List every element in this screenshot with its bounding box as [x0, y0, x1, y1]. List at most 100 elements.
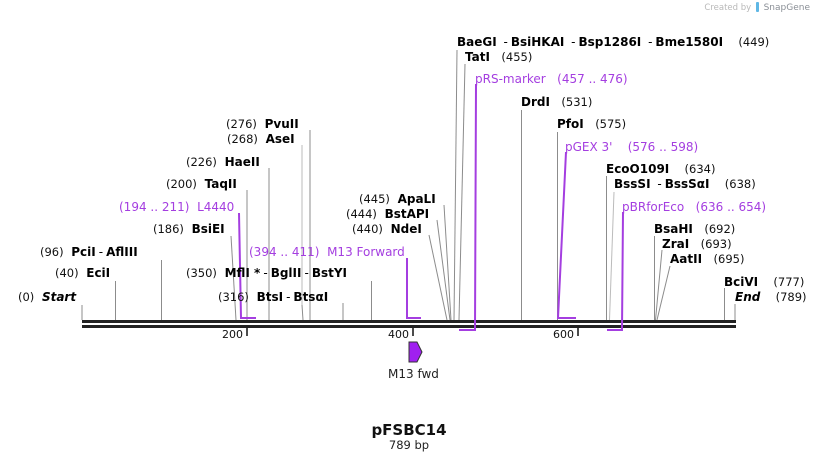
site-name: BstYI: [311, 266, 347, 280]
site-ndei[interactable]: (440) NdeI: [352, 222, 422, 236]
site-name: NdeI: [390, 222, 422, 236]
site-position: (455): [501, 50, 533, 64]
site-name: AseI: [265, 132, 295, 146]
site-tati[interactable]: TatI (455): [465, 50, 532, 64]
site-name: BtsαI: [293, 290, 329, 304]
site-position: (449): [738, 35, 770, 49]
snapgene-credit: Created by SnapGene: [704, 2, 810, 13]
feature-range: (457 .. 476): [557, 72, 628, 86]
primer-label-m13-fwd[interactable]: M13 fwd: [388, 367, 439, 381]
site-end[interactable]: End (789): [735, 290, 807, 304]
site-name: Bsp1286I: [578, 35, 642, 49]
site-name: ZraI: [662, 237, 690, 251]
site-name: PciI: [71, 245, 96, 259]
site-name: End: [735, 290, 761, 304]
site-name: ApaLI: [397, 192, 436, 206]
site-taqii[interactable]: (200) TaqII: [166, 177, 237, 191]
site-bsahi[interactable]: BsaHI (692): [654, 222, 735, 236]
feature-range: (194 .. 211): [119, 200, 190, 214]
site-position: (777): [773, 275, 805, 289]
site-position: (316): [218, 290, 249, 304]
site-ecoo109i[interactable]: EcoO109I (634): [606, 162, 715, 176]
site-name: BsiEI: [191, 222, 225, 236]
site-position: (695): [713, 252, 745, 266]
site-position: (445): [359, 192, 390, 206]
site-position: (692): [704, 222, 736, 236]
site-name: Start: [41, 290, 77, 304]
site-pcii-afliii[interactable]: (96) PciI - AflIII: [40, 245, 138, 259]
site-bsiei[interactable]: (186) BsiEI: [153, 222, 225, 236]
site-name: BssSαI: [664, 177, 710, 191]
feature-name: M13 Forward: [327, 245, 405, 259]
feature-pbrforeco[interactable]: pBRforEco (636 .. 654): [622, 200, 766, 214]
site-name: BsaHI: [654, 222, 693, 236]
feature-name: pRS-marker: [475, 72, 546, 86]
feature-range: (636 .. 654): [695, 200, 767, 214]
site-asei[interactable]: (268) AseI: [227, 132, 295, 146]
site-position: (440): [352, 222, 383, 236]
tick-label-600: 600: [553, 328, 574, 341]
site-position: (226): [186, 155, 217, 169]
site-name: TatI: [465, 50, 490, 64]
site-name: DrdI: [521, 95, 550, 109]
site-name: AflIII: [106, 245, 138, 259]
site-position: (350): [186, 266, 217, 280]
feature-prs-marker[interactable]: pRS-marker (457 .. 476): [475, 72, 628, 86]
site-name: PfoI: [557, 117, 584, 131]
sequence-length: 789 bp: [388, 438, 430, 452]
site-name: BciVI: [724, 275, 759, 289]
site-bsssi-bsssai[interactable]: BssSI - BssSαI (638): [614, 177, 756, 191]
site-position: (0): [18, 290, 35, 304]
site-position: (789): [775, 290, 807, 304]
site-zrai[interactable]: ZraI (693): [662, 237, 732, 251]
backbone-bottom-strand: [82, 325, 736, 328]
site-name: TaqII: [204, 177, 237, 191]
feature-m13-forward[interactable]: (394 .. 411) M13 Forward: [249, 245, 405, 259]
feature-name: pBRforEco: [622, 200, 685, 214]
site-pvuii[interactable]: (276) PvuII: [226, 117, 299, 131]
site-position: (531): [561, 95, 593, 109]
site-bstapi[interactable]: (444) BstAPI: [346, 207, 429, 221]
site-position: (634): [684, 162, 716, 176]
site-btsi-btsai[interactable]: (316) BtsI - BtsαI: [218, 290, 329, 304]
site-start[interactable]: (0) Start: [18, 290, 76, 304]
site-lines: [81, 49, 736, 321]
site-name: HaeII: [224, 155, 260, 169]
feature-markers: [238, 83, 624, 331]
site-haeii[interactable]: (226) HaeII: [186, 155, 260, 169]
site-position: (693): [700, 237, 732, 251]
site-baegi-group[interactable]: BaeGI - BsiHKAI - Bsp1286I - Bme1580I (449): [457, 35, 770, 49]
site-position: (268): [227, 132, 258, 146]
site-ecii[interactable]: (40) EciI: [55, 266, 110, 280]
site-position: (200): [166, 177, 197, 191]
feature-pgex-3[interactable]: pGEX 3' (576 .. 598): [565, 140, 698, 154]
m13-fwd-primer-arrow-icon[interactable]: [408, 341, 423, 363]
site-bcivi[interactable]: BciVI (777): [724, 275, 804, 289]
site-name: BssSI: [614, 177, 651, 191]
site-drdi[interactable]: DrdI (531): [521, 95, 592, 109]
site-pfoi[interactable]: PfoI (575): [557, 117, 626, 131]
feature-range: (394 .. 411): [249, 245, 320, 259]
feature-l4440[interactable]: (194 .. 211) L4440: [119, 200, 234, 214]
credit-brand: SnapGene: [763, 3, 810, 13]
site-name: BstAPI: [384, 207, 430, 221]
site-mfli-bglii-bstyi[interactable]: (350) MflI * - BglII - BstYI: [186, 266, 347, 280]
tick-label-400: 400: [388, 328, 409, 341]
site-aatii[interactable]: AatII (695): [670, 252, 744, 266]
site-name: Bme1580I: [655, 35, 724, 49]
feature-range: (576 .. 598): [627, 140, 699, 154]
snapgene-logo-icon: [755, 2, 759, 12]
feature-name: L4440: [197, 200, 235, 214]
credit-prefix: Created by: [704, 3, 752, 13]
backbone-top-strand: [82, 320, 736, 323]
site-name: AatII: [670, 252, 703, 266]
site-name: BglII: [270, 266, 302, 280]
feature-name: pGEX 3': [565, 140, 613, 154]
site-position: (575): [595, 117, 627, 131]
tick-label-200: 200: [222, 328, 243, 341]
site-name: EcoO109I: [606, 162, 670, 176]
site-name: PvuII: [264, 117, 299, 131]
site-apali[interactable]: (445) ApaLI: [359, 192, 436, 206]
